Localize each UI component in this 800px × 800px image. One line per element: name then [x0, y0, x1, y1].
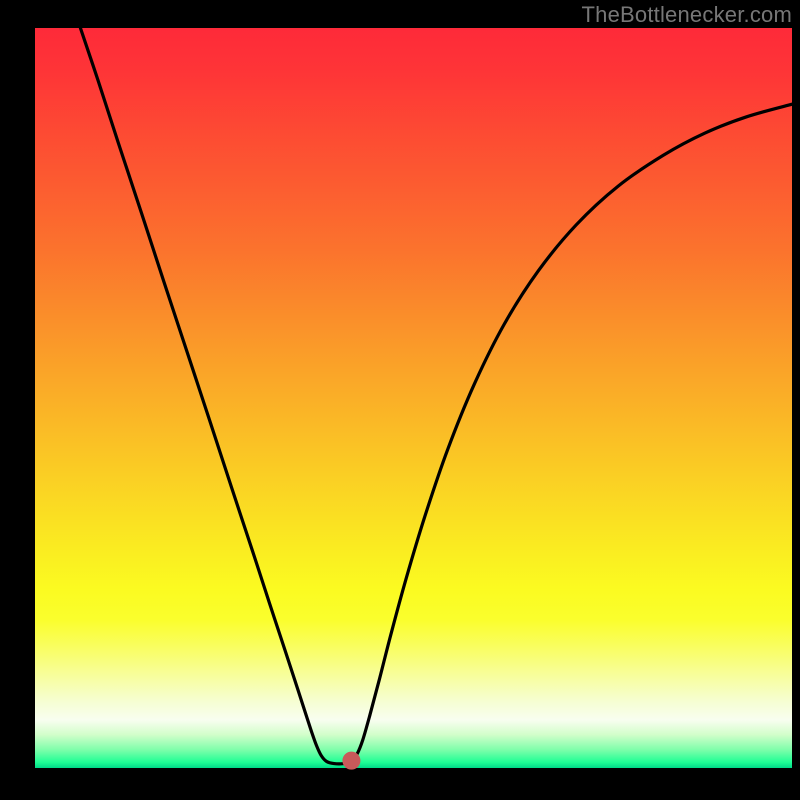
- bottleneck-chart: [0, 0, 800, 800]
- watermark-text: TheBottlenecker.com: [582, 2, 792, 28]
- chart-container: TheBottlenecker.com: [0, 0, 800, 800]
- optimal-point-marker: [343, 752, 360, 769]
- chart-plot-bg: [35, 28, 792, 768]
